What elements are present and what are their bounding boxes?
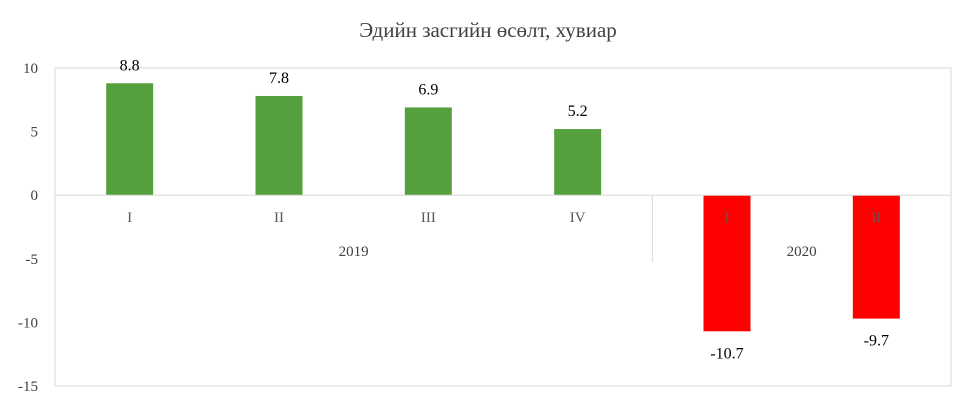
data-label: 5.2 bbox=[568, 103, 588, 120]
chart-title: Эдийн засгийн өсөлт, хувиар bbox=[359, 18, 617, 42]
data-label: 6.9 bbox=[418, 81, 438, 98]
data-labels: 8.8 7.8 6.9 5.2 -10.7 -9.7 bbox=[120, 57, 889, 362]
x-category-label: IV bbox=[570, 210, 586, 226]
bar bbox=[255, 95, 303, 196]
y-tick-label: -10 bbox=[18, 315, 38, 331]
bar bbox=[554, 129, 602, 196]
bar bbox=[106, 83, 154, 196]
y-tick-label: 0 bbox=[31, 188, 39, 204]
y-tick-label: 10 bbox=[23, 61, 38, 77]
x-category-label: III bbox=[421, 210, 436, 226]
bar bbox=[703, 195, 751, 332]
x-category-label: II bbox=[274, 210, 284, 226]
y-axis: 10 5 0 -5 -10 -15 bbox=[18, 61, 38, 395]
x-group-label: 2019 bbox=[339, 244, 369, 260]
y-tick-label: -5 bbox=[26, 252, 39, 268]
bar bbox=[852, 195, 900, 319]
data-label: 7.8 bbox=[269, 70, 289, 87]
data-label: 8.8 bbox=[120, 57, 140, 74]
y-tick-label: -15 bbox=[18, 379, 38, 395]
x-group-label: 2020 bbox=[787, 244, 817, 260]
bar bbox=[404, 107, 452, 196]
plot-area-border bbox=[54, 67, 952, 387]
x-category-label: I bbox=[127, 210, 132, 226]
x-category-label: I bbox=[725, 210, 730, 226]
bar-series bbox=[106, 83, 900, 332]
data-label: -10.7 bbox=[710, 345, 743, 362]
x-axis-categories: I II III IV I II bbox=[127, 210, 881, 226]
y-tick-label: 5 bbox=[31, 125, 39, 141]
x-axis-groups: 2019 2020 bbox=[339, 195, 817, 262]
x-category-label: II bbox=[871, 210, 881, 226]
data-label: -9.7 bbox=[864, 333, 889, 350]
